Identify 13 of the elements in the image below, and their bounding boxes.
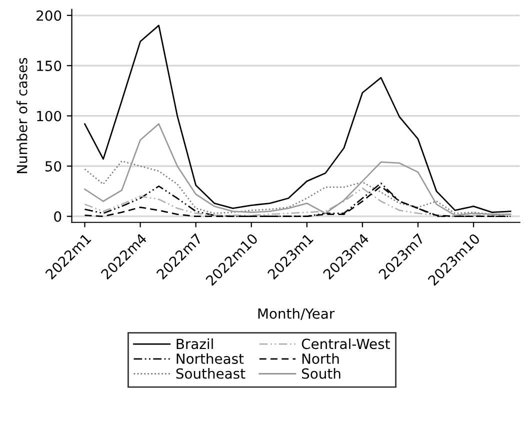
y-tick-label: 50	[45, 161, 62, 172]
legend-label: South	[302, 368, 340, 379]
legend-label: Southeast	[176, 368, 246, 379]
legend-label: Northeast	[176, 353, 244, 364]
legend-label: North	[302, 353, 339, 364]
y-tick-label: 150	[37, 60, 62, 72]
legend-label: Central-West	[302, 338, 390, 350]
y-tick-label: 200	[36, 10, 62, 21]
x-axis-title: Month/Year	[258, 308, 335, 320]
y-axis-title: Number of cases	[16, 58, 28, 174]
y-tick-label: 100	[37, 110, 62, 122]
y-tick-label: 0	[54, 211, 62, 222]
legend-label: Brazil	[176, 338, 213, 350]
